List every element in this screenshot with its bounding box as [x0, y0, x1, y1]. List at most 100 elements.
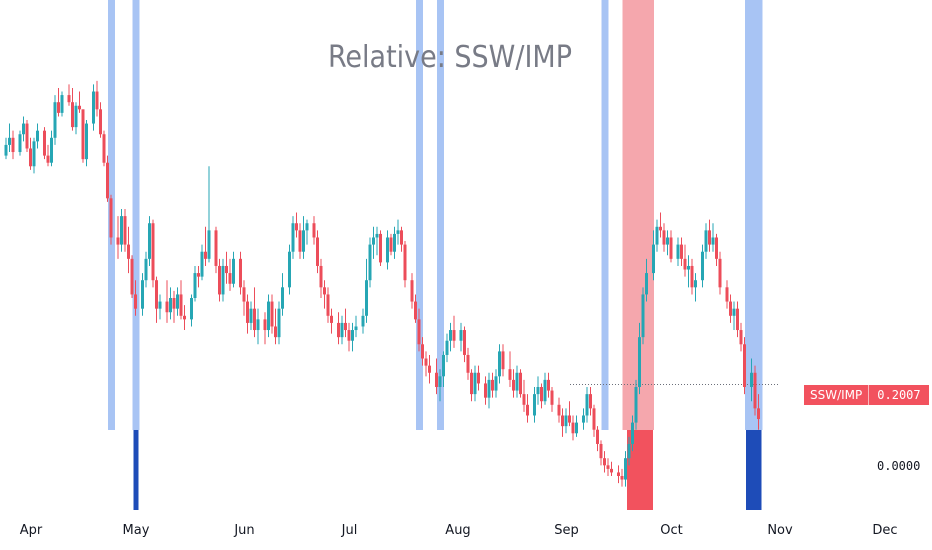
candle [473, 365, 477, 402]
candle-body [715, 237, 718, 259]
candle-body [57, 102, 60, 113]
candle [109, 194, 113, 245]
candle-body [638, 337, 641, 387]
candle-body [18, 134, 22, 153]
candle [81, 109, 85, 163]
candle [18, 130, 22, 156]
candle-body [144, 258, 148, 281]
highlight-bands [108, 0, 763, 430]
candle-body [221, 265, 225, 295]
candle-body [277, 308, 281, 338]
candle [641, 287, 645, 345]
candle [151, 219, 155, 288]
candle-body [526, 404, 529, 416]
candle-body [305, 223, 309, 231]
x-tick-label: Apr [20, 523, 43, 538]
candles [4, 80, 760, 487]
candle-body [323, 287, 326, 295]
candle-body [536, 387, 540, 395]
candle [687, 255, 690, 288]
candle-body [53, 102, 57, 138]
candle-body [757, 408, 760, 420]
candle-body [421, 344, 424, 359]
candle-body [8, 137, 11, 145]
candle-body [172, 298, 176, 309]
last-price-tag[interactable]: SSW/IMP 0.2007 [804, 385, 929, 405]
candle-body [522, 394, 526, 405]
candle [277, 301, 281, 345]
candle-body [298, 230, 302, 252]
candle [599, 440, 603, 466]
candle-body [575, 422, 578, 434]
candle [123, 209, 127, 252]
candle-body [379, 233, 382, 263]
candle-body [263, 319, 267, 331]
candle [536, 376, 540, 405]
candle [242, 280, 246, 316]
candle [60, 91, 64, 117]
candle-body [151, 223, 155, 281]
candle [410, 273, 414, 309]
candle-body [179, 294, 183, 316]
indicator-bar-1 [627, 430, 653, 510]
candle-body [515, 372, 519, 391]
candle-body [50, 137, 53, 163]
candle [316, 230, 319, 274]
candle [36, 123, 39, 149]
candle-body [141, 280, 144, 309]
candle [638, 322, 641, 395]
candle-body [218, 265, 221, 295]
candle [561, 408, 564, 437]
candle [249, 301, 253, 331]
candle [666, 230, 669, 256]
candle-body [753, 372, 757, 409]
chart-title: Relative: SSW/IMP [328, 40, 572, 75]
candle [655, 219, 659, 252]
candle [281, 273, 284, 316]
candle [739, 322, 743, 352]
candle-body [127, 244, 130, 259]
candle-body [592, 408, 596, 430]
candle [386, 230, 389, 270]
candle [32, 137, 36, 174]
indicator-bar-2 [746, 430, 762, 510]
candle-body [459, 330, 463, 341]
candle-body [676, 244, 680, 259]
x-tick-label: Nov [767, 523, 793, 538]
candle [337, 312, 340, 345]
candle-body [627, 443, 631, 459]
candle-body [596, 429, 599, 444]
candle [291, 216, 295, 259]
candle [372, 226, 375, 259]
candle [8, 123, 11, 153]
candle-body [463, 330, 466, 355]
candle-body [253, 308, 256, 331]
candle-body [375, 233, 379, 238]
candle [225, 251, 228, 284]
candle-body [666, 237, 669, 245]
candle-body [102, 134, 106, 163]
candle [179, 280, 183, 320]
candle-body [662, 230, 666, 245]
candle [508, 351, 512, 387]
candle-body [365, 280, 368, 316]
candle-body [571, 422, 575, 434]
candle [438, 369, 442, 402]
candle-body [319, 265, 323, 288]
candle [463, 326, 466, 363]
candle-body [582, 415, 585, 423]
candle [172, 290, 176, 323]
candle-body [620, 476, 624, 480]
candle-body [225, 265, 228, 274]
candle-body [533, 394, 536, 416]
candle [680, 237, 683, 266]
candle-body [4, 144, 8, 156]
candle-body [32, 141, 36, 167]
candle [403, 241, 407, 288]
candle [25, 120, 29, 153]
candle [417, 308, 421, 352]
candle [729, 294, 732, 323]
candle [232, 251, 235, 288]
candle-body [256, 319, 260, 331]
candle [169, 287, 172, 320]
